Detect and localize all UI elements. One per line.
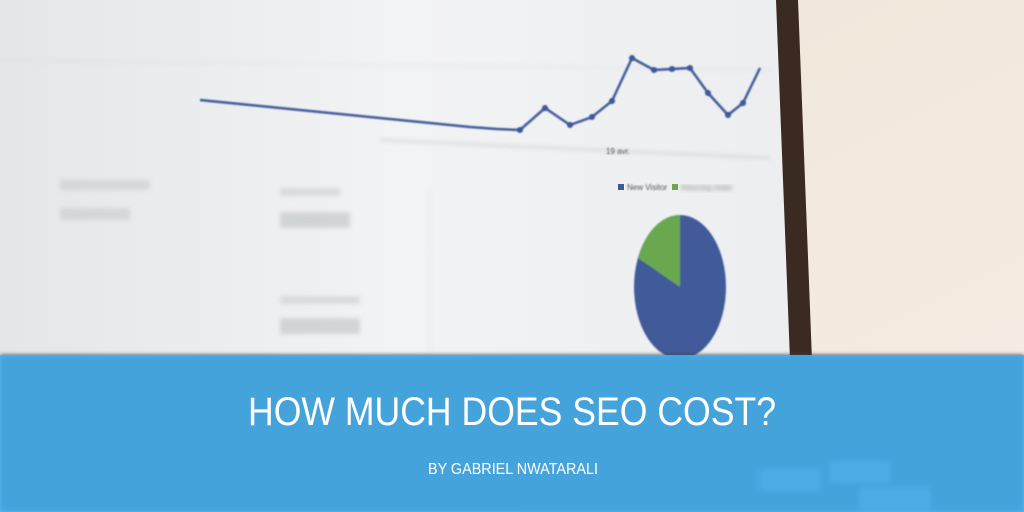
laptop-bezel xyxy=(776,0,812,360)
screen xyxy=(0,0,792,360)
legend-swatch xyxy=(618,184,624,190)
axis-label: 19 avr. xyxy=(606,147,630,156)
screen-details xyxy=(0,59,771,355)
line-graph xyxy=(199,56,762,132)
graph-points xyxy=(517,55,746,133)
pie-chart xyxy=(634,215,726,359)
byline: BY GABRIEL NWATARALI xyxy=(428,461,598,478)
title: HOW MUCH DOES SEO COST? xyxy=(248,390,776,434)
legend-label: New Visitor xyxy=(627,183,668,192)
legend-label: Returning Visitor xyxy=(681,185,733,192)
legend-swatch xyxy=(672,184,678,190)
title-band xyxy=(0,355,1024,512)
